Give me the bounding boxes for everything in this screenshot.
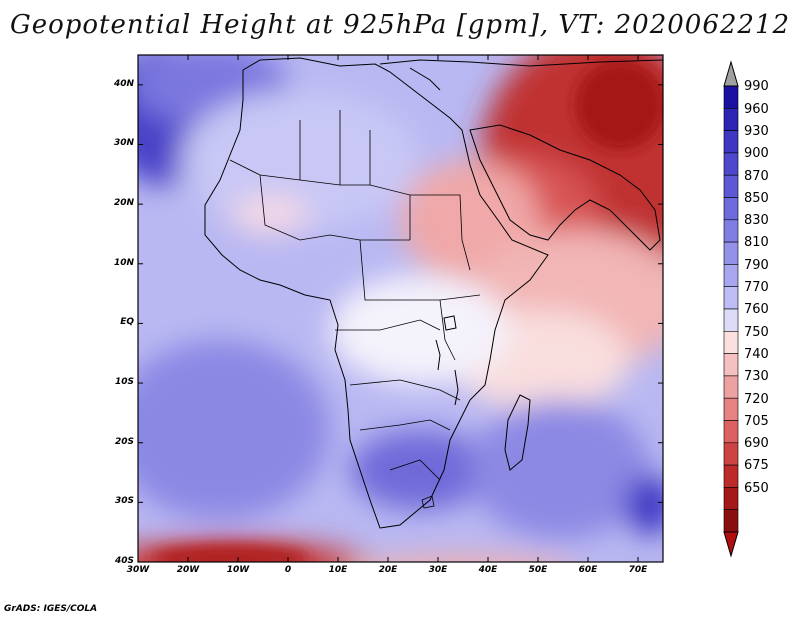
colorbar-label: 990 [744,79,769,95]
colorbar-label: 675 [744,458,769,474]
lon-label: 50E [528,565,548,575]
colorbar-swatch [723,241,739,265]
colorbar-label: 750 [744,324,769,340]
lon-label: 60E [578,565,598,575]
colorbar-label: 810 [744,235,769,251]
colorbar-label: 930 [744,123,769,139]
coastlines [204,57,663,529]
colorbar-swatch [723,509,739,533]
colorbar-label: 870 [744,168,769,184]
colorbar-swatch [723,197,739,221]
credit-label: GrADS: IGES/COLA [4,604,98,614]
map-frame [137,54,664,563]
colorbar-label: 760 [744,302,769,318]
lat-label: 20N [113,198,134,209]
colorbar-label: 650 [744,480,769,496]
lat-label: 40N [113,78,134,89]
colorbar-label: 830 [744,213,769,229]
country-borders [229,110,481,509]
colorbar-swatch [723,464,739,488]
colorbar-swatch [723,308,739,332]
colorbar-swatch [723,487,739,510]
colorbar-bottom-arrow [723,531,739,558]
lat-label: 40S [114,556,134,566]
height-field [138,55,663,562]
colorbar-swatch [723,219,739,243]
colorbar-swatch [723,286,739,310]
colorbar-label: 850 [744,190,769,206]
colorbar-label: 740 [744,346,769,362]
lat-label: 30S [114,496,134,507]
colorbar-swatch [723,375,739,399]
colorbar-swatch [723,397,739,421]
colorbar-swatch [723,420,739,444]
colorbar-label: 770 [744,280,769,295]
lon-label: 10W [226,565,250,575]
colorbar-label: 960 [744,101,769,117]
colorbar-top-arrow [723,60,739,87]
lat-label: 20S [114,436,134,447]
lakes [435,315,459,406]
colorbar-swatch [723,85,739,109]
lon-label: 40E [478,565,498,575]
lon-label: 70E [628,565,648,575]
lat-label: 10S [114,377,134,388]
map-title: Geopotential Height at 925hPa [gpm], VT:… [9,10,791,40]
colorbar-label: 705 [744,413,769,429]
colorbar-swatch [723,353,739,377]
lat-label: 30N [113,138,134,149]
lat-label: 10N [113,257,134,268]
lon-label: 20W [176,565,200,575]
colorbar-swatch [723,130,739,154]
lon-label: 10E [328,565,348,575]
colorbar-label: 900 [744,146,769,162]
axis-ticks [137,55,663,563]
colorbar-swatch [723,442,739,466]
lon-label: 30W [126,565,150,575]
colorbar-label: 690 [744,436,769,452]
lon-label: 20E [378,565,398,575]
colorbar-label: 720 [744,391,769,407]
colorbar-swatch [723,330,739,354]
colorbar-swatch [723,174,739,198]
lat-label: EQ [120,317,134,328]
colorbar-label: 790 [744,257,769,273]
colorbar-swatch [723,152,739,176]
colorbar-swatch [723,264,739,287]
colorbar-label: 730 [744,369,769,385]
lon-label: 30E [428,565,448,575]
colorbar [723,60,739,558]
colorbar-swatch [723,108,739,131]
lon-label: 0 [284,565,292,575]
